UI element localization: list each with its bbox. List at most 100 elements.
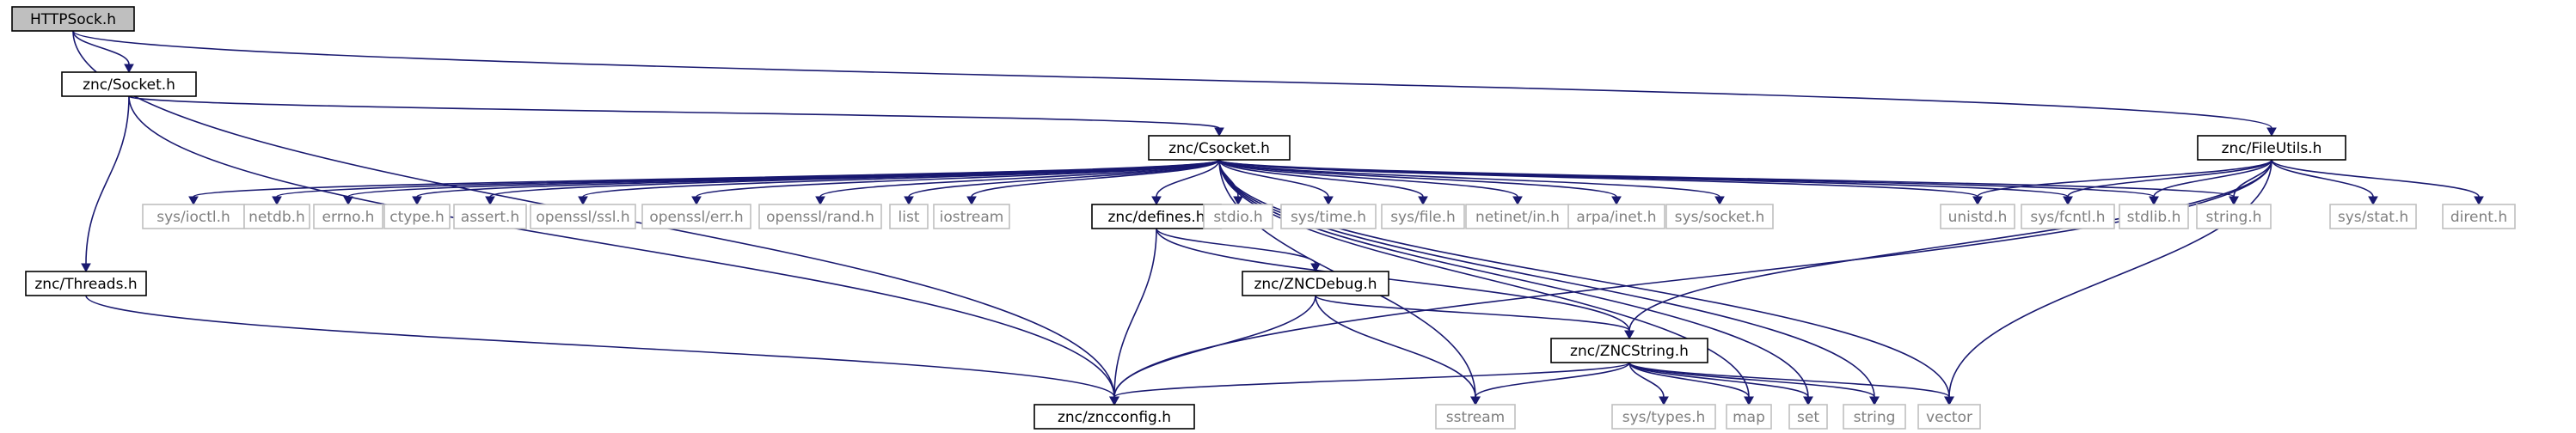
node-openssl-err: openssl/err.h <box>641 204 751 229</box>
arrowhead-csocket-to-arpa_inet <box>1611 196 1622 206</box>
node-socket[interactable]: znc/Socket.h <box>61 71 197 97</box>
node-sys-ioctl: sys/ioctl.h <box>142 204 245 229</box>
node-threads[interactable]: znc/Threads.h <box>25 271 147 296</box>
arrowhead-fileutils-to-sys_fcntl <box>2063 196 2073 206</box>
node-label: znc/ZNCDebug.h <box>1254 276 1377 293</box>
node-netdb: netdb.h <box>243 204 310 229</box>
node-box <box>2197 135 2346 161</box>
arrowhead-csocket-to-sys_ioctl <box>188 196 199 206</box>
node-openssl-ssl: openssl/ssl.h <box>530 204 636 229</box>
node-box <box>1940 204 2015 229</box>
node-label: string <box>1854 409 1896 426</box>
edge-csocket-to-netinet_in <box>1218 159 1518 198</box>
edge-socket-to-csocket <box>128 95 1220 129</box>
node-box <box>530 204 636 229</box>
node-string: string <box>1843 404 1906 430</box>
edge-csocket-to-openssl_rand <box>819 159 1220 198</box>
edge-csocket-to-string <box>1218 159 1875 398</box>
node-zncstring[interactable]: znc/ZNCString.h <box>1550 338 1708 363</box>
node-label: set <box>1797 409 1819 426</box>
node-fileutils[interactable]: znc/FileUtils.h <box>2197 135 2346 161</box>
node-label: ctype.h <box>389 209 445 226</box>
edge-zncstring-to-string <box>1628 362 1875 398</box>
edge-defines-to-zncstring <box>1156 228 1630 332</box>
edge-zncstring-to-set <box>1628 362 1809 398</box>
edge-csocket-to-sys_socket <box>1218 159 1720 198</box>
node-ctype: ctype.h <box>383 204 451 229</box>
edge-zncstring-to-sstream <box>1475 362 1630 398</box>
edge-csocket-to-string_h <box>1218 159 2235 198</box>
node-box <box>758 204 882 229</box>
node-box <box>1788 404 1828 430</box>
arrowhead-csocket-to-openssl_rand <box>815 196 825 206</box>
node-assert: assert.h <box>453 204 527 229</box>
node-stdlib: stdlib.h <box>2119 204 2189 229</box>
node-httpsock[interactable]: HTTPSock.h <box>11 6 135 32</box>
node-zncdebug[interactable]: znc/ZNCDebug.h <box>1242 271 1389 296</box>
node-label: sys/fcntl.h <box>2030 209 2105 226</box>
node-label: znc/Threads.h <box>34 276 137 293</box>
node-label: znc/FileUtils.h <box>2222 140 2322 157</box>
arrowhead-httpsock-to-socket <box>124 64 134 74</box>
arrowhead-csocket-to-sys_time <box>1323 196 1334 206</box>
edge-zncstring-to-vector <box>1628 362 1950 398</box>
node-label: list <box>899 209 920 226</box>
arrowhead-fileutils-to-vector <box>1944 396 1954 406</box>
node-sys-socket: sys/socket.h <box>1665 204 1774 229</box>
arrowhead-csocket-to-ctype <box>412 196 422 206</box>
edge-fileutils-to-sys_fcntl <box>2067 159 2272 198</box>
edge-zncstring-to-sys_types <box>1628 362 1665 398</box>
edge-httpsock-to-socket <box>72 30 130 65</box>
node-box <box>2329 204 2417 229</box>
arrowhead-zncstring-to-sstream <box>1470 396 1481 406</box>
node-label: sys/stat.h <box>2338 209 2408 226</box>
node-label: znc/Socket.h <box>83 76 175 94</box>
edge-fileutils-to-vector <box>1948 159 2272 398</box>
node-label: netinet/in.h <box>1475 209 1560 226</box>
edge-threads-to-zncconfig <box>85 295 1115 398</box>
node-label: string.h <box>2206 209 2262 226</box>
edge-fileutils-to-unistd <box>1977 159 2272 198</box>
node-box <box>1381 204 1465 229</box>
node-box <box>889 204 929 229</box>
node-sys-fcntl: sys/fcntl.h <box>2021 204 2115 229</box>
node-box <box>25 271 147 296</box>
node-sys-types: sys/types.h <box>1611 404 1716 430</box>
node-label: errno.h <box>322 209 375 226</box>
node-label: znc/Csocket.h <box>1168 140 1270 157</box>
node-label: unistd.h <box>1948 209 2008 226</box>
node-box <box>1033 404 1195 430</box>
node-label: sys/time.h <box>1291 209 1366 226</box>
node-label: sstream <box>1446 409 1505 426</box>
arrowhead-csocket-to-openssl_ssl <box>578 196 588 206</box>
edge-defines-to-zncconfig <box>1113 228 1157 398</box>
edge-fileutils-to-zncconfig <box>1113 159 2272 398</box>
node-layer: HTTPSock.h znc/Socket.h znc/FileUtils.h znc… <box>11 6 2516 430</box>
node-label: znc/ZNCString.h <box>1570 343 1689 360</box>
node-label: dirent.h <box>2450 209 2507 226</box>
node-sys-time: sys/time.h <box>1280 204 1377 229</box>
edge-csocket-to-map <box>1218 159 1750 398</box>
edge-zncdebug-to-zncstring <box>1315 295 1630 332</box>
arrowhead-fileutils-to-zncstring <box>1624 330 1635 340</box>
edge-csocket-to-sys_time <box>1218 159 1329 198</box>
node-csocket[interactable]: znc/Csocket.h <box>1148 135 1291 161</box>
node-box <box>453 204 527 229</box>
edge-csocket-to-sys_file <box>1218 159 1424 198</box>
node-box <box>61 71 197 97</box>
node-arpa-inet: arpa/inet.h <box>1567 204 1665 229</box>
arrowhead-csocket-to-defines <box>1151 196 1162 206</box>
node-box <box>313 204 383 229</box>
node-label: openssl/rand.h <box>766 209 874 226</box>
arrowhead-csocket-to-netdb <box>272 196 282 206</box>
edge-csocket-to-assert <box>489 159 1220 198</box>
node-zncconfig[interactable]: znc/zncconfig.h <box>1033 404 1195 430</box>
arrowhead-fileutils-to-zncconfig <box>1109 396 1119 406</box>
arrowhead-zncstring-to-set <box>1803 396 1813 406</box>
arrowhead-fileutils-to-string_h <box>2229 196 2239 206</box>
node-box <box>1148 135 1291 161</box>
node-defines[interactable]: znc/defines.h <box>1091 204 1222 229</box>
arrowhead-layer <box>81 64 2484 406</box>
node-box <box>933 204 1010 229</box>
